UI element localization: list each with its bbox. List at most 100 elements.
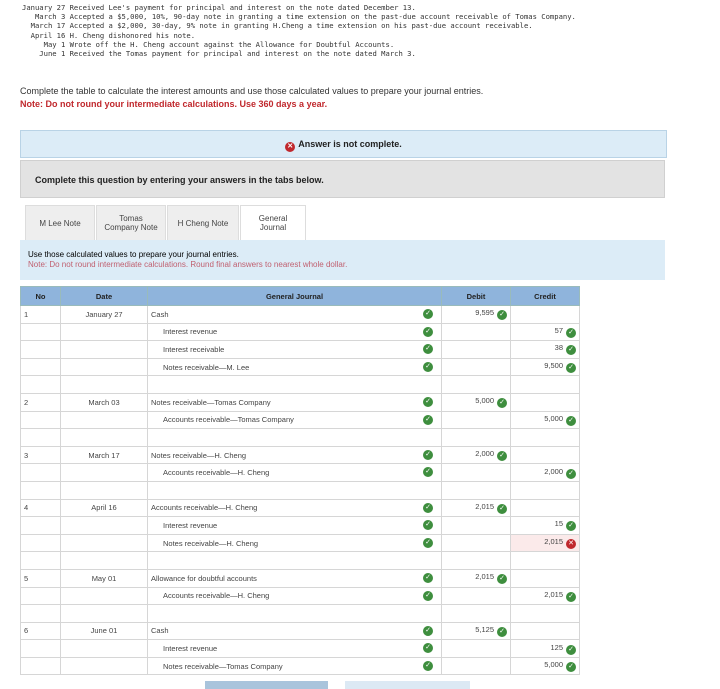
cell-account[interactable]: Cash ✓ bbox=[147, 305, 442, 324]
cell-debit[interactable]: 9,595 ✓ bbox=[441, 305, 511, 324]
cell-credit[interactable] bbox=[510, 498, 580, 518]
cell-account[interactable]: Notes receivable—H. Cheng ✓ bbox=[147, 445, 442, 465]
cell-credit[interactable] bbox=[510, 604, 580, 623]
cell-date bbox=[60, 375, 148, 394]
cell-credit[interactable]: 38 ✓ bbox=[510, 340, 580, 359]
cell-debit[interactable] bbox=[441, 428, 511, 447]
cell-debit[interactable] bbox=[441, 375, 511, 394]
cell-date bbox=[60, 480, 148, 500]
cell-no bbox=[20, 428, 61, 447]
cell-account[interactable]: Interest receivable ✓ bbox=[147, 340, 442, 359]
cell-credit[interactable]: 2,015 ✕ bbox=[510, 533, 580, 553]
cell-debit[interactable] bbox=[441, 463, 511, 482]
credit-value: 2,015 bbox=[544, 537, 563, 547]
cell-debit[interactable]: 2,000 ✓ bbox=[441, 445, 511, 465]
cell-debit[interactable] bbox=[441, 516, 511, 535]
banner-text: Answer is not complete. bbox=[298, 139, 402, 149]
cell-credit[interactable] bbox=[510, 551, 580, 570]
cell-credit[interactable]: 5,000 ✓ bbox=[510, 410, 580, 430]
cell-date bbox=[60, 428, 148, 447]
table-row: 2 March 03 Notes receivable—Tomas Compan… bbox=[20, 392, 580, 412]
cell-date bbox=[60, 656, 148, 676]
check-icon: ✓ bbox=[566, 345, 576, 356]
check-icon: ✓ bbox=[566, 662, 576, 673]
cell-credit[interactable]: 2,000 ✓ bbox=[510, 463, 580, 482]
prev-button[interactable] bbox=[205, 681, 328, 689]
cell-account[interactable]: Allowance for doubtful accounts ✓ bbox=[147, 568, 442, 588]
cell-account[interactable] bbox=[147, 428, 442, 447]
cell-credit[interactable]: 15 ✓ bbox=[510, 516, 580, 535]
cell-credit[interactable]: 9,500 ✓ bbox=[510, 357, 580, 377]
check-icon: ✓ bbox=[497, 626, 507, 637]
check-icon: ✓ bbox=[423, 625, 433, 636]
cell-debit[interactable] bbox=[441, 586, 511, 606]
table-row: Interest revenue ✓ 15 ✓ bbox=[20, 516, 580, 535]
cell-account[interactable] bbox=[147, 375, 442, 394]
cell-debit[interactable] bbox=[441, 410, 511, 430]
cell-debit[interactable] bbox=[441, 533, 511, 553]
cell-account[interactable]: Notes receivable—Tomas Company ✓ bbox=[147, 656, 442, 676]
table-row: Interest revenue ✓ 57 ✓ bbox=[20, 322, 580, 342]
cell-account[interactable]: Accounts receivable—Tomas Company ✓ bbox=[147, 410, 442, 430]
cell-no: 4 bbox=[20, 498, 61, 518]
check-icon: ✓ bbox=[423, 537, 433, 548]
cell-credit[interactable] bbox=[510, 621, 580, 641]
cell-no: 3 bbox=[20, 445, 61, 465]
tab-general-journal[interactable]: General Journal bbox=[240, 205, 306, 241]
cell-debit[interactable] bbox=[441, 480, 511, 500]
cell-account[interactable]: Interest revenue ✓ bbox=[147, 516, 442, 535]
check-icon: ✓ bbox=[423, 414, 433, 425]
cell-debit[interactable]: 2,015 ✓ bbox=[441, 498, 511, 518]
cell-account[interactable]: Accounts receivable—H. Cheng ✓ bbox=[147, 463, 442, 482]
cell-account[interactable]: Notes receivable—M. Lee ✓ bbox=[147, 357, 442, 377]
cell-account[interactable] bbox=[147, 480, 442, 500]
cell-credit[interactable] bbox=[510, 445, 580, 465]
cell-account[interactable]: Accounts receivable—H. Cheng ✓ bbox=[147, 498, 442, 518]
cell-credit[interactable] bbox=[510, 305, 580, 324]
cell-account[interactable]: Notes receivable—Tomas Company ✓ bbox=[147, 392, 442, 412]
cell-debit[interactable] bbox=[441, 639, 511, 658]
cell-debit[interactable] bbox=[441, 322, 511, 342]
cell-account[interactable]: Accounts receivable—H. Cheng ✓ bbox=[147, 586, 442, 606]
cell-debit[interactable] bbox=[441, 357, 511, 377]
cell-credit[interactable]: 2,015 ✓ bbox=[510, 586, 580, 606]
check-icon: ✓ bbox=[497, 398, 507, 409]
cell-credit[interactable]: 125 ✓ bbox=[510, 639, 580, 658]
cell-credit[interactable]: 5,000 ✓ bbox=[510, 656, 580, 676]
note-text: Note: Do not round your intermediate cal… bbox=[20, 99, 328, 109]
cell-debit[interactable]: 2,015 ✓ bbox=[441, 568, 511, 588]
cell-credit[interactable] bbox=[510, 392, 580, 412]
table-row: Accounts receivable—H. Cheng ✓ 2,015 ✓ bbox=[20, 586, 580, 606]
cell-debit[interactable] bbox=[441, 604, 511, 623]
cell-debit[interactable] bbox=[441, 551, 511, 570]
cell-date bbox=[60, 516, 148, 535]
cell-debit[interactable] bbox=[441, 340, 511, 359]
credit-value: 5,000 bbox=[544, 413, 563, 423]
cell-date bbox=[60, 551, 148, 570]
debit-value: 2,015 bbox=[475, 501, 494, 511]
cell-account[interactable] bbox=[147, 551, 442, 570]
cell-no bbox=[20, 656, 61, 676]
cell-no bbox=[20, 586, 61, 606]
cell-debit[interactable]: 5,000 ✓ bbox=[441, 392, 511, 412]
cell-credit[interactable] bbox=[510, 568, 580, 588]
cell-date bbox=[60, 357, 148, 377]
cell-credit[interactable] bbox=[510, 375, 580, 394]
cell-debit[interactable]: 5,125 ✓ bbox=[441, 621, 511, 641]
cell-credit[interactable]: 57 ✓ bbox=[510, 322, 580, 342]
cell-credit[interactable] bbox=[510, 480, 580, 500]
cell-account[interactable]: Cash ✓ bbox=[147, 621, 442, 641]
cell-account[interactable]: Notes receivable—H. Cheng ✓ bbox=[147, 533, 442, 553]
tab-h-cheng-note[interactable]: H Cheng Note bbox=[167, 205, 239, 241]
next-button[interactable] bbox=[345, 681, 470, 689]
cell-credit[interactable] bbox=[510, 428, 580, 447]
table-row: 1 January 27 Cash ✓ 9,595 ✓ bbox=[20, 305, 580, 324]
cell-date bbox=[60, 586, 148, 606]
info-box: Use those calculated values to prepare y… bbox=[20, 240, 665, 280]
cell-account[interactable]: Interest revenue ✓ bbox=[147, 322, 442, 342]
cell-account[interactable]: Interest revenue ✓ bbox=[147, 639, 442, 658]
cell-account[interactable] bbox=[147, 604, 442, 623]
tab-tomas-company-note[interactable]: Tomas Company Note bbox=[96, 205, 166, 241]
tab-m-lee-note[interactable]: M Lee Note bbox=[25, 205, 95, 241]
cell-debit[interactable] bbox=[441, 656, 511, 676]
